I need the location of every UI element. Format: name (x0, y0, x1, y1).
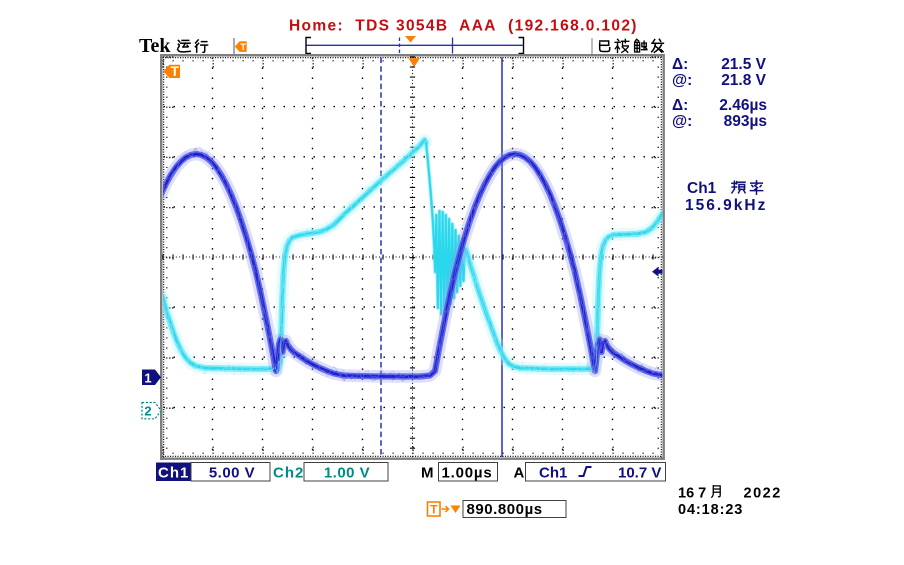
svg-text:1: 1 (144, 371, 151, 386)
svg-text:Ch2: Ch2 (273, 465, 304, 482)
svg-text:Ch1: Ch1 (687, 180, 717, 197)
svg-text:A: A (514, 465, 525, 482)
svg-text:5.00 V: 5.00 V (209, 465, 255, 482)
svg-text:16 7: 16 7 (678, 486, 706, 502)
svg-text:1.00 V: 1.00 V (324, 465, 370, 482)
svg-text:2022: 2022 (744, 486, 782, 502)
svg-text:Ch1: Ch1 (539, 465, 567, 482)
svg-text:Tek: Tek (139, 35, 171, 57)
svg-text:T: T (240, 42, 246, 53)
svg-text:Δ:: Δ: (672, 97, 688, 114)
svg-text:T: T (171, 63, 180, 79)
svg-text:2: 2 (144, 404, 151, 419)
svg-text:M: M (421, 465, 434, 482)
svg-text:893µs: 893µs (724, 113, 767, 130)
svg-text:21.8 V: 21.8 V (721, 72, 766, 89)
svg-text:Ch1: Ch1 (158, 465, 189, 482)
svg-text:@:: @: (672, 113, 692, 130)
svg-text:21.5 V: 21.5 V (721, 56, 766, 73)
svg-text:04:18:23: 04:18:23 (678, 502, 743, 518)
svg-text:@:: @: (672, 72, 692, 89)
svg-text:890.800µs: 890.800µs (467, 501, 543, 518)
svg-text:156.9kHz: 156.9kHz (685, 197, 767, 214)
svg-text:T: T (430, 503, 438, 517)
svg-text:Δ:: Δ: (672, 56, 688, 73)
svg-text:2.46µs: 2.46µs (719, 97, 767, 114)
svg-text:Home: TDS 3054B AAA (192.16: Home: TDS 3054B AAA (192.168.0.102) (289, 18, 638, 35)
svg-text:1.00µs: 1.00µs (442, 465, 493, 482)
svg-text:10.7 V: 10.7 V (618, 465, 661, 482)
